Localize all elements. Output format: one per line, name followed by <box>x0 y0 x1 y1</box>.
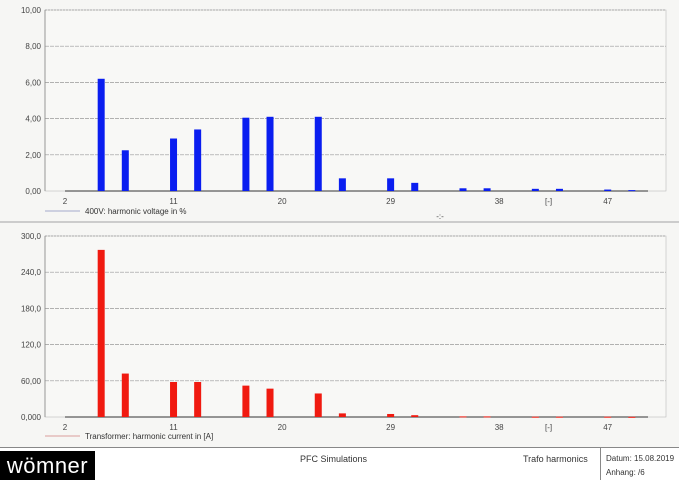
bar-order-11 <box>170 138 178 191</box>
x-tick-label: 47 <box>603 197 612 206</box>
y-tick-label: 240,0 <box>21 268 42 277</box>
x-tick-label: 47 <box>603 423 612 432</box>
y-tick-label: 0,00 <box>25 187 41 196</box>
x-tick-label: [-] <box>545 197 552 206</box>
bar-order-19 <box>266 388 274 417</box>
bar-order-23 <box>314 393 322 417</box>
bar-order-25 <box>338 178 346 191</box>
bar-order-49 <box>628 416 636 418</box>
legend-label: Transformer: harmonic current in [A] <box>85 432 213 441</box>
bar-order-31 <box>411 415 419 417</box>
x-tick-label: 2 <box>63 423 68 432</box>
legend-label: 400V: harmonic voltage in % <box>85 207 187 216</box>
bar-order-31 <box>411 182 419 191</box>
bar-order-13 <box>194 382 202 417</box>
x-tick-label: 11 <box>169 197 178 206</box>
y-tick-label: 8,00 <box>25 42 41 51</box>
footer: wömner PFC Simulations Trafo harmonics D… <box>0 447 679 480</box>
bar-order-29 <box>387 178 395 191</box>
harmonics-charts: 0,00 2,00 4,00 6,00 8,00 10,00 2 11 20 29 38 [-] 47 -… <box>0 6 679 441</box>
bar-order-47 <box>604 416 612 418</box>
footer-title: PFC Simulations <box>300 454 368 464</box>
plot-area <box>44 9 667 192</box>
y-tick-label: 2,00 <box>25 151 41 160</box>
x-axis-marker: -:- <box>436 212 444 221</box>
x-tick-label: 20 <box>278 197 287 206</box>
company-logo: wömner <box>0 451 95 480</box>
footer-info-box: Datum: 15.08.2019 Anhang: /6 <box>600 448 679 480</box>
y-tick-label: 60,00 <box>21 377 42 386</box>
footer-date: Datum: 15.08.2019 <box>606 454 675 463</box>
bar-order-25 <box>338 413 346 417</box>
bar-order-49 <box>628 190 636 192</box>
y-tick-label: 4,00 <box>25 115 41 124</box>
x-tick-label: 38 <box>495 423 504 432</box>
bar-order-17 <box>242 117 250 191</box>
x-tick-label: [-] <box>545 423 552 432</box>
plot-area <box>44 235 667 418</box>
bar-order-29 <box>387 413 395 417</box>
y-tick-label: 6,00 <box>25 78 41 87</box>
x-tick-label: 11 <box>169 423 178 432</box>
bar-order-7 <box>121 150 129 191</box>
bar-order-23 <box>314 116 322 191</box>
bar-order-43 <box>555 188 563 191</box>
bar-order-47 <box>604 189 612 191</box>
bar-order-5 <box>97 78 105 191</box>
bar-order-13 <box>194 129 202 191</box>
bar-order-17 <box>242 385 250 417</box>
bar-order-35 <box>459 188 467 191</box>
bar-order-35 <box>459 416 467 418</box>
bar-order-41 <box>531 188 539 191</box>
x-tick-label: 29 <box>386 423 395 432</box>
y-tick-label: 120,0 <box>21 341 42 350</box>
x-tick-label: 38 <box>495 197 504 206</box>
bar-order-37 <box>483 416 491 418</box>
y-tick-label: 0,000 <box>21 413 42 422</box>
bar-order-41 <box>531 416 539 418</box>
bar-order-43 <box>555 416 563 418</box>
x-tick-label: 29 <box>386 197 395 206</box>
y-tick-label: 10,00 <box>21 6 42 15</box>
bar-order-11 <box>170 382 178 417</box>
bar-order-7 <box>121 373 129 417</box>
bar-order-5 <box>97 249 105 417</box>
x-tick-label: 2 <box>63 197 68 206</box>
footer-annex: Anhang: /6 <box>606 468 645 477</box>
y-tick-label: 300,0 <box>21 232 42 241</box>
y-tick-label: 180,0 <box>21 304 42 313</box>
bar-order-19 <box>266 116 274 191</box>
x-tick-label: 20 <box>278 423 287 432</box>
footer-subtitle: Trafo harmonics <box>523 454 588 464</box>
bar-order-37 <box>483 188 491 191</box>
